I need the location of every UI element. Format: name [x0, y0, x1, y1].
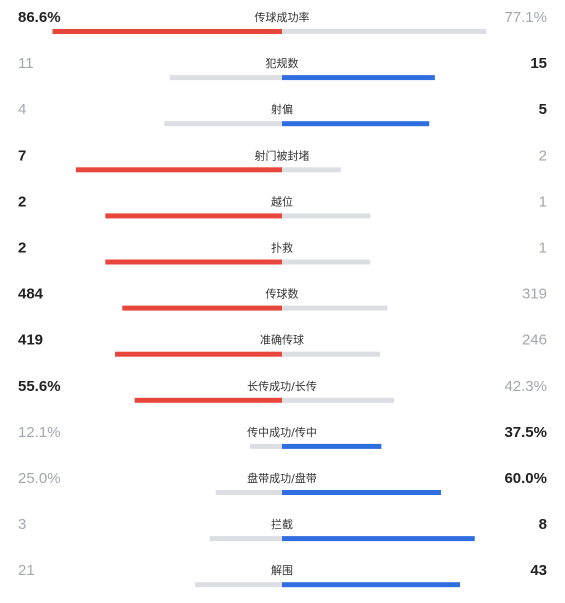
home-bar [122, 305, 282, 311]
home-bar [134, 397, 282, 403]
away-bar [282, 259, 371, 265]
away-bar [282, 213, 371, 219]
away-bar [282, 75, 435, 81]
home-bar [209, 536, 282, 542]
away-bar [282, 536, 475, 542]
away-value: 37.5% [504, 424, 547, 441]
stat-label: 长传成功/长传 [247, 380, 317, 393]
home-bar [115, 351, 282, 357]
home-value: 55.6% [18, 378, 61, 395]
home-bar [164, 121, 282, 127]
home-bar [249, 443, 282, 449]
home-bar [105, 213, 282, 219]
away-bar [282, 582, 461, 588]
home-bar [169, 75, 282, 81]
home-value: 2 [18, 239, 26, 256]
home-value: 11 [18, 55, 34, 72]
home-bar [105, 259, 282, 265]
away-value: 42.3% [504, 378, 547, 395]
home-value: 86.6% [18, 9, 61, 26]
stat-label: 扑救 [271, 241, 293, 255]
away-value: 60.0% [504, 470, 547, 487]
away-bar [282, 397, 395, 403]
home-value: 4 [18, 101, 26, 118]
stat-label: 射门被封堵 [255, 148, 310, 162]
stat-label: 射偏 [271, 102, 293, 116]
home-value: 484 [18, 286, 44, 303]
away-value: 5 [539, 101, 547, 118]
stat-label: 传球成功率 [255, 10, 310, 24]
away-value: 1 [539, 193, 547, 210]
home-value: 7 [18, 147, 26, 164]
stat-label: 犯规数 [266, 56, 299, 70]
stat-label: 拦截 [271, 517, 293, 531]
away-value: 43 [530, 562, 547, 579]
away-bar [282, 167, 341, 173]
away-value: 2 [539, 147, 547, 164]
stat-label: 越位 [271, 194, 293, 208]
away-bar [282, 490, 441, 495]
home-value: 2 [18, 193, 26, 210]
away-value: 246 [522, 332, 547, 349]
home-bar [215, 490, 282, 495]
home-value: 12.1% [18, 424, 61, 441]
away-value: 1 [539, 239, 547, 256]
away-value: 8 [539, 516, 547, 533]
stat-label: 传中成功/传中 [247, 426, 317, 439]
stat-label: 传球数 [266, 287, 299, 301]
away-value: 77.1% [504, 9, 547, 26]
home-bar [195, 582, 282, 588]
away-value: 319 [522, 286, 547, 303]
away-bar [282, 121, 430, 127]
home-value: 25.0% [18, 470, 61, 487]
away-value: 15 [530, 55, 547, 72]
stat-label: 盘带成功/盘带 [247, 471, 317, 485]
home-bar [75, 167, 282, 173]
stat-label: 准确传球 [260, 333, 304, 347]
home-value: 419 [18, 332, 43, 349]
home-value: 3 [18, 516, 26, 533]
home-bar [52, 29, 283, 34]
home-value: 21 [18, 562, 35, 579]
stat-label: 解围 [271, 563, 293, 577]
away-bar [282, 443, 382, 449]
away-bar [282, 29, 487, 34]
away-bar [282, 305, 388, 311]
away-bar [282, 351, 381, 357]
